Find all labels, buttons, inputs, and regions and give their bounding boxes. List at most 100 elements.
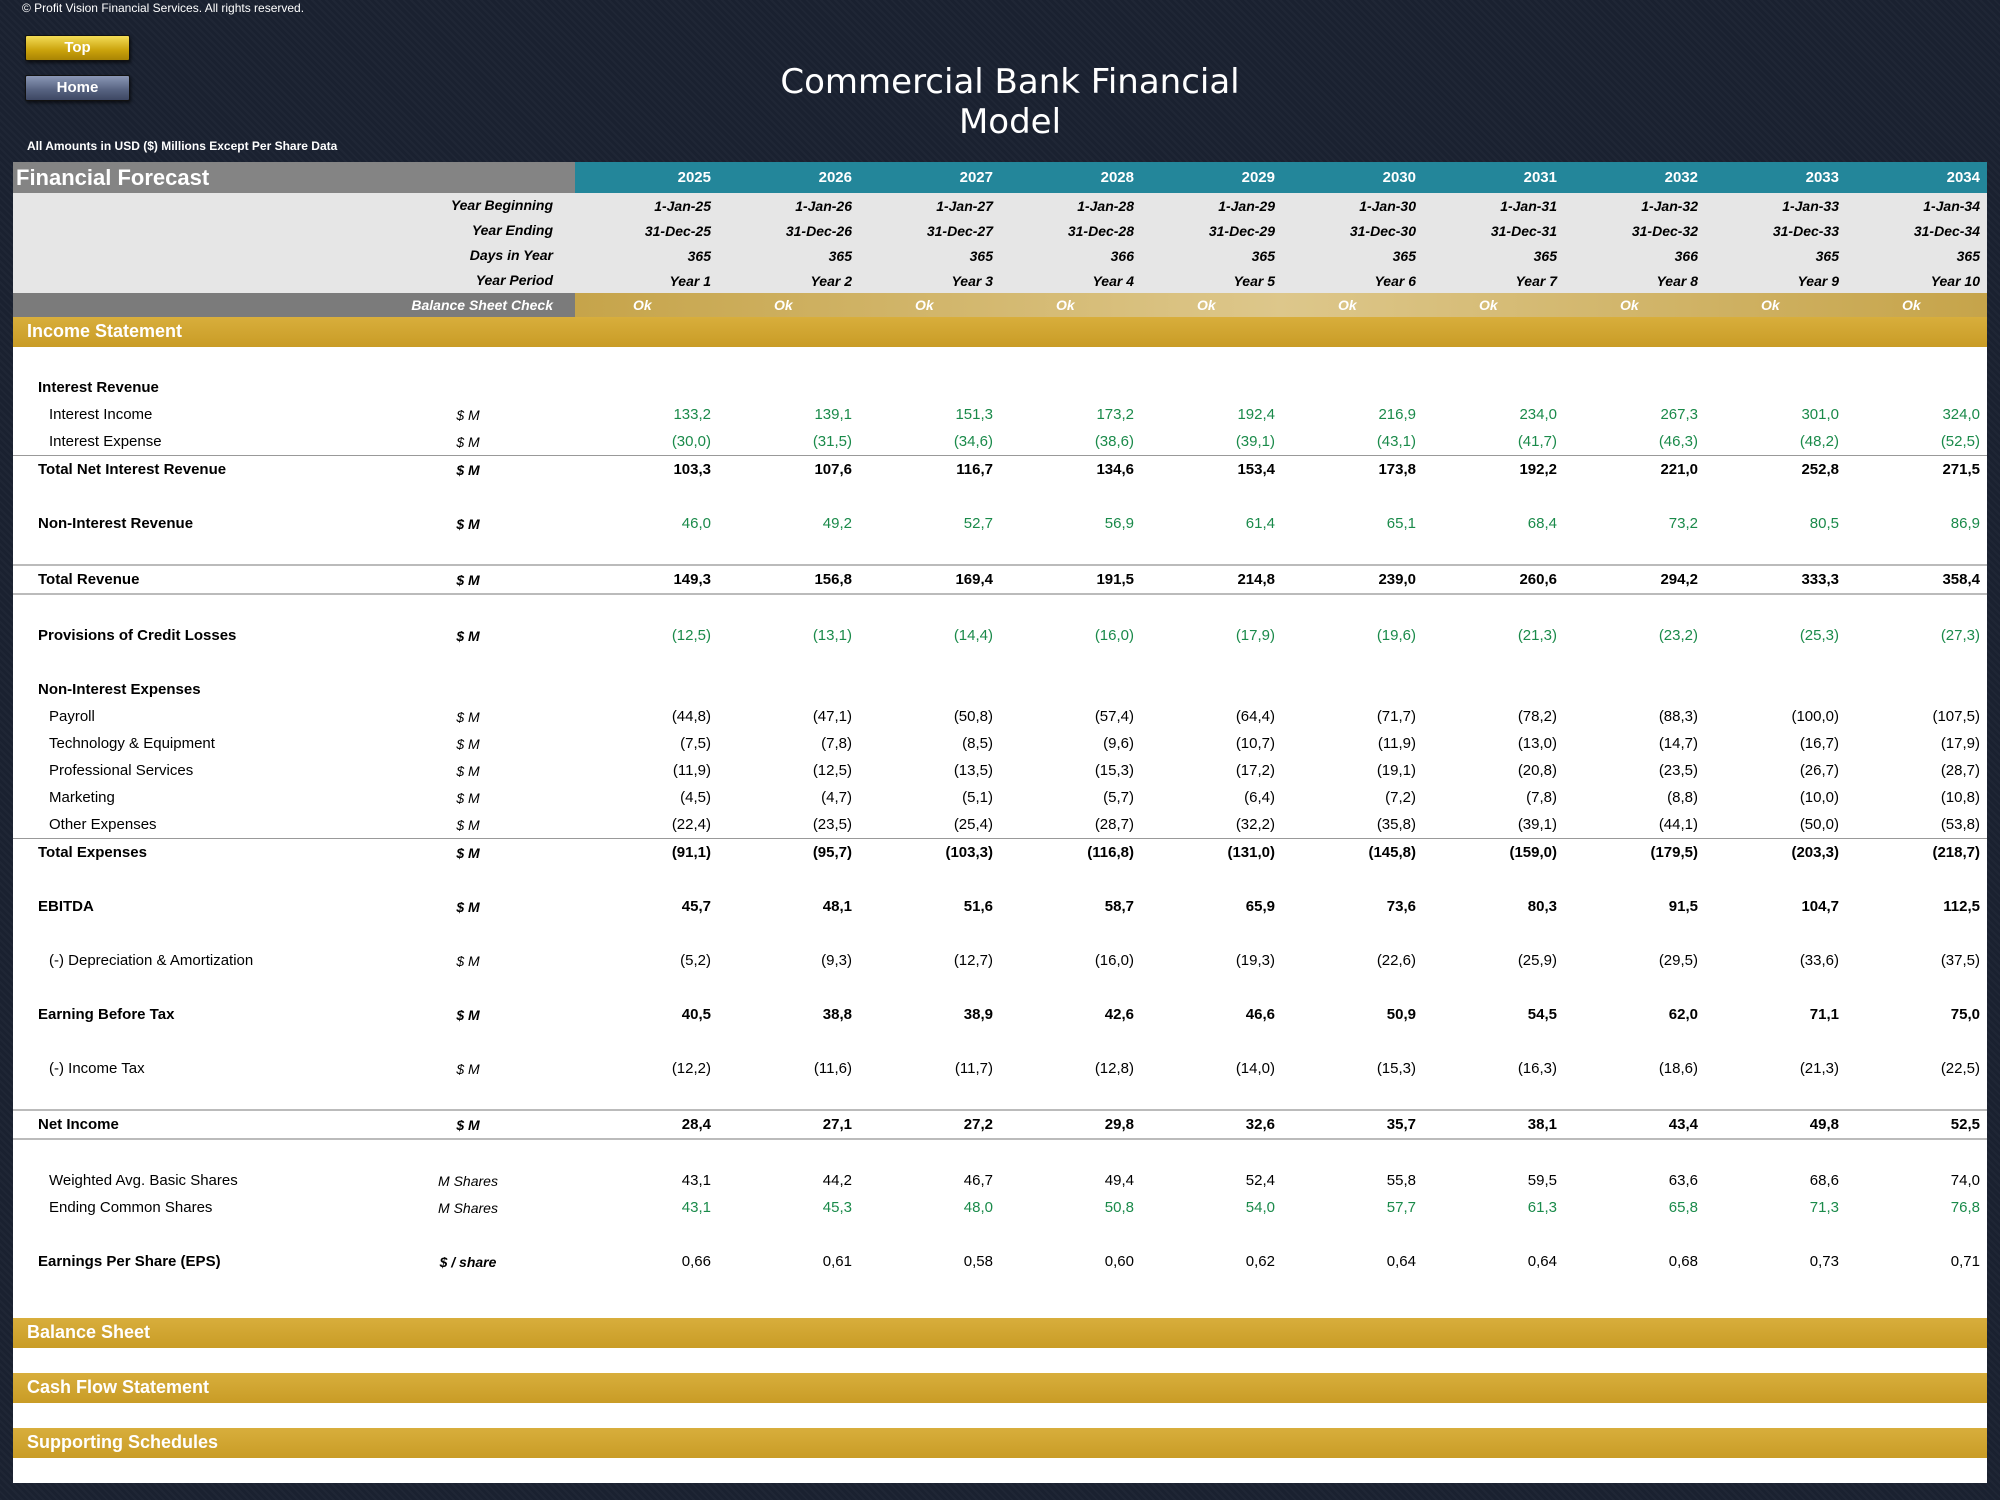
row-label: Ending Common Shares [49, 1199, 213, 1216]
value-cell: 139,1 [814, 406, 852, 423]
value-cell: 267,3 [1660, 406, 1698, 423]
interest-expense-row: Interest Expense $ M (30,0) (31,5) (34,6) (38… [13, 428, 1987, 455]
year-ending-cell: 31-Dec-27 [926, 223, 993, 239]
value-cell: 51,6 [963, 898, 993, 915]
value-cell: 0,61 [822, 1253, 852, 1270]
balance-check-cell: Ok [1338, 297, 1357, 313]
value-cell: 103,3 [673, 461, 711, 478]
value-cell: 38,8 [822, 1006, 852, 1023]
year-beginning-cell: 1-Jan-34 [1923, 198, 1980, 214]
value-cell: (22,5) [1940, 1060, 1980, 1077]
units-note: All Amounts in USD ($) Millions Except P… [27, 139, 338, 153]
row-label: Weighted Avg. Basic Shares [49, 1172, 238, 1189]
unit-label: $ M [456, 899, 480, 915]
value-cell: (11,9) [1377, 735, 1416, 752]
value-cell: (116,8) [1087, 844, 1134, 861]
value-cell: (12,8) [1094, 1060, 1134, 1077]
year-header: 2028 [1100, 169, 1134, 186]
unit-label: $ M [456, 516, 480, 532]
value-cell: (107,5) [1932, 708, 1980, 725]
value-cell: (39,1) [1235, 433, 1275, 450]
income-statement-section[interactable]: Income Statement [13, 317, 1987, 347]
value-cell: (25,4) [953, 816, 993, 833]
value-cell: (9,3) [821, 952, 852, 969]
value-cell: (16,7) [1799, 735, 1839, 752]
spacer [13, 1348, 1987, 1373]
year-header: 2027 [959, 169, 993, 186]
home-button[interactable]: Home [25, 75, 130, 101]
row-label: Interest Expense [49, 433, 162, 450]
value-cell: (23,5) [812, 816, 852, 833]
balance-check-label: Balance Sheet Check [411, 297, 553, 313]
value-cell: 149,3 [673, 571, 711, 588]
value-cell: 50,8 [1104, 1199, 1134, 1216]
year-beginning-cell: 1-Jan-29 [1218, 198, 1275, 214]
value-cell: (5,7) [1103, 789, 1134, 806]
value-cell: (71,7) [1376, 708, 1416, 725]
value-cell: (16,0) [1094, 952, 1134, 969]
value-cell: 43,1 [681, 1199, 711, 1216]
value-cell: 54,0 [1245, 1199, 1275, 1216]
days-in-year-cell: 365 [687, 248, 711, 264]
value-cell: (44,1) [1658, 816, 1698, 833]
value-cell: (25,3) [1799, 627, 1839, 644]
value-cell: (50,8) [953, 708, 993, 725]
year-header-band [575, 162, 1987, 193]
year-header: 2025 [677, 169, 711, 186]
value-cell: 107,6 [814, 461, 852, 478]
value-cell: (11,7) [954, 1060, 993, 1077]
row-label: Days in Year [469, 247, 553, 263]
value-cell: 68,4 [1527, 515, 1557, 532]
value-cell: (17,2) [1235, 762, 1275, 779]
income-tax-row: (-) Income Tax $ M (12,2) (11,6) (11,7) (12,8… [13, 1055, 1987, 1082]
year-beginning-cell: 1-Jan-33 [1782, 198, 1839, 214]
value-cell: 44,2 [822, 1172, 852, 1189]
value-cell: (28,7) [1094, 816, 1134, 833]
year-ending-cell: 31-Dec-28 [1067, 223, 1134, 239]
row-label: Provisions of Credit Losses [38, 627, 237, 644]
days-in-year-cell: 366 [1110, 248, 1134, 264]
value-cell: 221,0 [1660, 461, 1698, 478]
value-cell: (29,5) [1658, 952, 1698, 969]
value-cell: 324,0 [1942, 406, 1980, 423]
row-label: Professional Services [49, 762, 194, 779]
value-cell: 271,5 [1942, 461, 1980, 478]
unit-label: M Shares [438, 1200, 498, 1216]
value-cell: (6,4) [1244, 789, 1275, 806]
value-cell: (28,7) [1940, 762, 1980, 779]
top-button[interactable]: Top [25, 35, 130, 61]
value-cell: (47,1) [812, 708, 852, 725]
balance-check-cell: Ok [1479, 297, 1498, 313]
year-header: 2034 [1946, 169, 1980, 186]
balance-sheet-section[interactable]: Balance Sheet [13, 1318, 1987, 1348]
value-cell: (7,8) [1526, 789, 1557, 806]
year-period-cell: Year 3 [951, 273, 993, 289]
value-cell: 65,1 [1386, 515, 1416, 532]
year-period-cell: Year 10 [1930, 273, 1980, 289]
row-label: Non-Interest Expenses [38, 681, 201, 698]
unit-label: $ M [456, 790, 480, 806]
value-cell: 134,6 [1096, 461, 1134, 478]
value-cell: (22,6) [1376, 952, 1416, 969]
unit-label: $ M [456, 1007, 480, 1023]
cash-flow-section[interactable]: Cash Flow Statement [13, 1373, 1987, 1403]
forecast-header-row: Financial Forecast 2025 2026 2027 2028 2029 2… [13, 162, 1987, 193]
value-cell: (37,5) [1940, 952, 1980, 969]
value-cell: 0,64 [1527, 1253, 1557, 1270]
value-cell: (19,6) [1376, 627, 1416, 644]
supporting-schedules-section[interactable]: Supporting Schedules [13, 1428, 1987, 1458]
value-cell: 45,3 [822, 1199, 852, 1216]
value-cell: 0,62 [1245, 1253, 1275, 1270]
days-in-year-cell: 365 [1392, 248, 1416, 264]
days-in-year-cell: 365 [1956, 248, 1980, 264]
financial-forecast-sheet: Financial Forecast 2025 2026 2027 2028 2029 2… [13, 162, 1987, 1483]
row-label: Marketing [49, 789, 115, 806]
value-cell: (53,8) [1940, 816, 1980, 833]
value-cell: (38,6) [1094, 433, 1134, 450]
value-cell: 52,7 [963, 515, 993, 532]
row-label: Net Income [38, 1116, 119, 1133]
value-cell: (13,5) [953, 762, 993, 779]
days-in-year-cell: 365 [1815, 248, 1839, 264]
value-cell: 74,0 [1950, 1172, 1980, 1189]
year-ending-cell: 31-Dec-33 [1772, 223, 1839, 239]
